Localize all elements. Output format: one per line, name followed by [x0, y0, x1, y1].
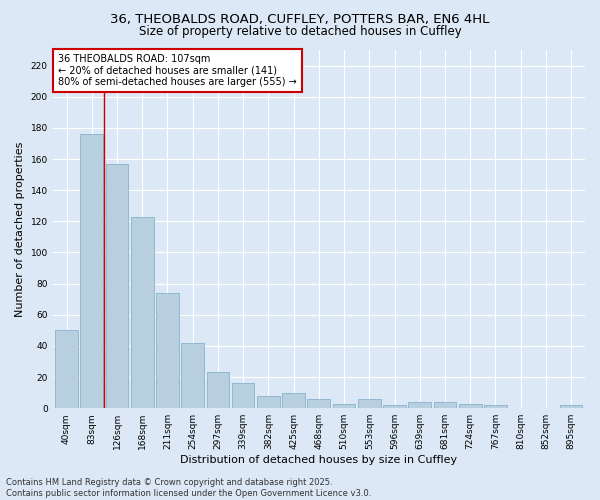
Bar: [55, 330, 78, 408]
Bar: [206, 372, 229, 408]
X-axis label: Distribution of detached houses by size in Cuffley: Distribution of detached houses by size …: [180, 455, 457, 465]
Bar: [156, 293, 179, 408]
Text: 36, THEOBALDS ROAD, CUFFLEY, POTTERS BAR, EN6 4HL: 36, THEOBALDS ROAD, CUFFLEY, POTTERS BAR…: [110, 12, 490, 26]
Bar: [307, 399, 330, 408]
Bar: [131, 216, 154, 408]
Bar: [80, 134, 103, 408]
Bar: [459, 404, 482, 408]
Bar: [257, 396, 280, 408]
Bar: [434, 402, 457, 408]
Text: 36 THEOBALDS ROAD: 107sqm
← 20% of detached houses are smaller (141)
80% of semi: 36 THEOBALDS ROAD: 107sqm ← 20% of detac…: [58, 54, 297, 87]
Bar: [383, 405, 406, 408]
Text: Size of property relative to detached houses in Cuffley: Size of property relative to detached ho…: [139, 25, 461, 38]
Bar: [181, 343, 204, 408]
Y-axis label: Number of detached properties: Number of detached properties: [15, 142, 25, 317]
Bar: [106, 164, 128, 408]
Bar: [560, 405, 583, 408]
Bar: [232, 384, 254, 408]
Bar: [358, 399, 380, 408]
Bar: [484, 405, 507, 408]
Text: Contains HM Land Registry data © Crown copyright and database right 2025.
Contai: Contains HM Land Registry data © Crown c…: [6, 478, 371, 498]
Bar: [333, 404, 355, 408]
Bar: [282, 392, 305, 408]
Bar: [409, 402, 431, 408]
